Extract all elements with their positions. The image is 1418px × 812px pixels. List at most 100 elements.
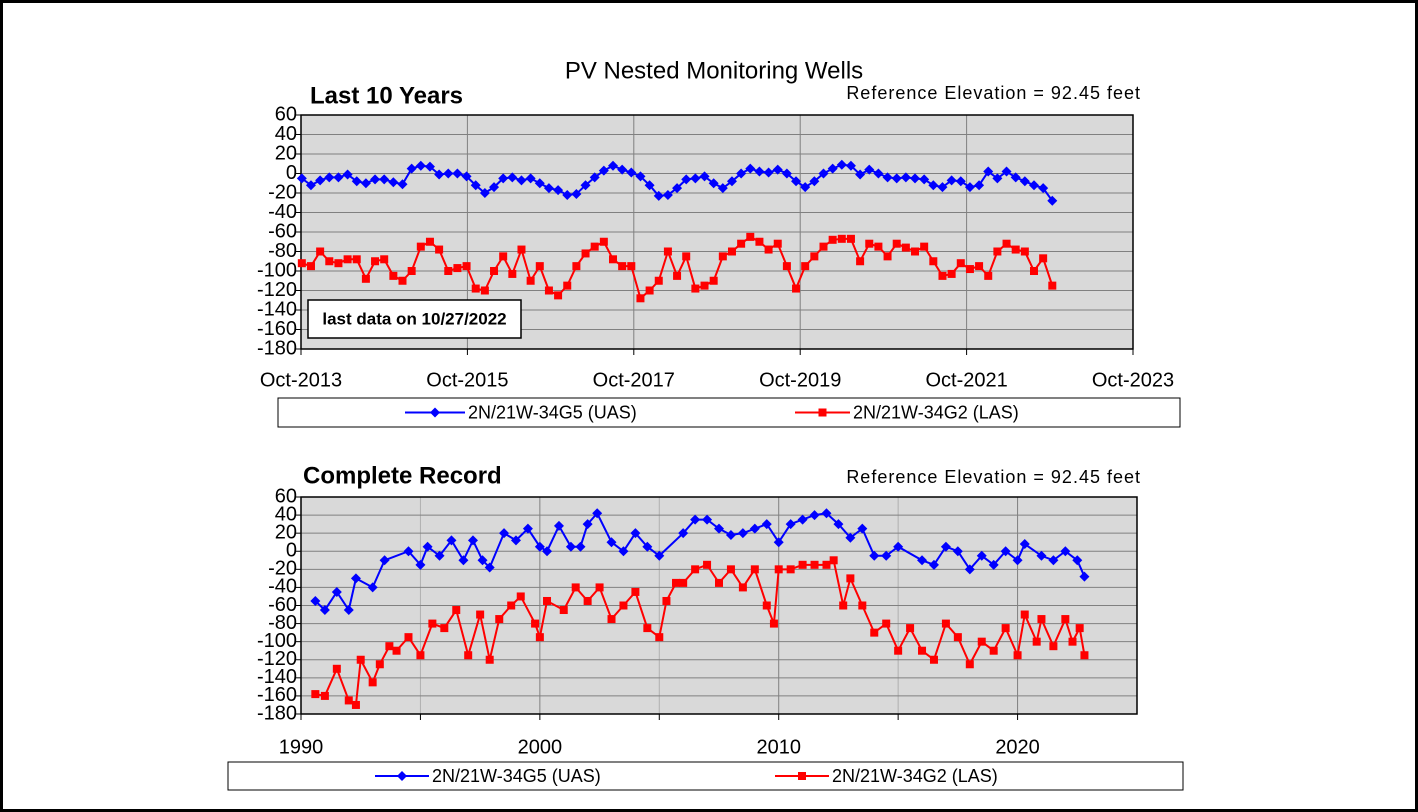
data-point	[726, 176, 737, 187]
data-point	[599, 237, 608, 246]
data-point	[404, 633, 413, 642]
data-point	[782, 262, 791, 271]
y-tick-label: -80	[268, 240, 297, 262]
data-point	[1072, 555, 1083, 566]
x-tick-label: 2000	[518, 736, 563, 758]
data-point	[619, 601, 628, 610]
data-point	[559, 606, 568, 615]
note-text: last data on 10/27/2022	[322, 309, 506, 328]
data-point	[891, 173, 902, 184]
data-point	[360, 178, 371, 189]
y-tick-label: -20	[268, 558, 297, 580]
data-point	[917, 555, 928, 566]
data-point	[956, 259, 965, 268]
data-point	[1080, 651, 1089, 660]
y-tick-label: -40	[268, 576, 297, 598]
data-point	[836, 159, 847, 170]
data-point	[974, 180, 985, 191]
data-point	[470, 180, 481, 191]
data-point	[672, 183, 683, 194]
data-point	[900, 172, 911, 183]
x-tick-label: Oct-2015	[426, 369, 508, 391]
data-point	[965, 660, 974, 669]
data-point	[798, 560, 807, 569]
data-point	[507, 172, 518, 183]
data-point	[1036, 550, 1047, 561]
data-point	[678, 528, 689, 539]
data-point	[392, 646, 401, 655]
data-point	[385, 642, 394, 651]
data-point	[388, 177, 399, 188]
data-point	[627, 262, 636, 271]
data-point	[773, 537, 784, 548]
data-point	[858, 601, 867, 610]
data-point	[781, 168, 792, 179]
data-point	[865, 239, 874, 248]
data-point	[305, 180, 316, 191]
y-tick-label: 40	[275, 123, 297, 145]
legend-label: 2N/21W-34G5 (UAS)	[432, 766, 601, 786]
data-point	[320, 691, 329, 700]
data-point	[810, 560, 819, 569]
legend-box	[227, 761, 1184, 791]
data-point	[800, 182, 811, 193]
plot-border	[300, 114, 1134, 350]
data-point	[663, 247, 672, 256]
data-point	[792, 284, 801, 293]
x-tick-label: Oct-2019	[759, 369, 841, 391]
data-point	[786, 565, 795, 574]
data-point	[821, 508, 832, 519]
data-point	[490, 267, 499, 275]
data-point	[928, 559, 939, 570]
data-point	[709, 276, 718, 285]
data-point	[415, 559, 426, 570]
data-point	[553, 520, 564, 531]
data-point	[531, 619, 540, 628]
data-point	[467, 535, 478, 546]
data-point	[947, 269, 956, 278]
data-point	[746, 232, 755, 241]
y-tick-label: -60	[268, 220, 297, 242]
data-point	[435, 245, 444, 254]
data-point	[607, 615, 616, 624]
y-tick-label: 40	[275, 503, 297, 525]
x-tick-label: Oct-2023	[1092, 369, 1174, 391]
data-point	[839, 601, 848, 610]
data-point	[575, 541, 586, 552]
data-point	[856, 257, 865, 266]
data-point	[352, 255, 361, 264]
data-point	[344, 696, 353, 705]
data-point	[310, 595, 321, 606]
data-point	[572, 262, 581, 271]
data-point	[543, 596, 552, 605]
data-point	[703, 560, 712, 569]
y-tick-label: 0	[286, 540, 297, 562]
data-point	[403, 546, 414, 557]
data-point	[764, 245, 773, 254]
data-point	[857, 523, 868, 534]
data-point	[700, 281, 709, 290]
data-point	[635, 171, 646, 182]
x-tick-label: 2020	[995, 736, 1040, 758]
data-point	[976, 550, 987, 561]
data-point	[774, 565, 783, 574]
data-point	[422, 541, 433, 552]
y-tick-label: 60	[275, 103, 297, 125]
data-point	[645, 286, 654, 295]
data-point	[351, 700, 360, 709]
data-point	[819, 242, 828, 251]
data-point	[389, 271, 398, 280]
data-point	[316, 247, 325, 256]
data-point	[754, 166, 765, 177]
data-point	[406, 163, 417, 174]
data-point	[368, 678, 377, 687]
data-point	[535, 633, 544, 642]
data-point	[526, 276, 535, 285]
data-point	[351, 176, 362, 187]
data-point	[977, 637, 986, 646]
legend-marker	[430, 407, 440, 418]
data-point	[1049, 642, 1058, 651]
data-point	[984, 271, 993, 280]
legend-label: 2N/21W-34G2 (LAS)	[832, 766, 998, 786]
chart-subtitle: Last 10 Years	[310, 82, 463, 109]
